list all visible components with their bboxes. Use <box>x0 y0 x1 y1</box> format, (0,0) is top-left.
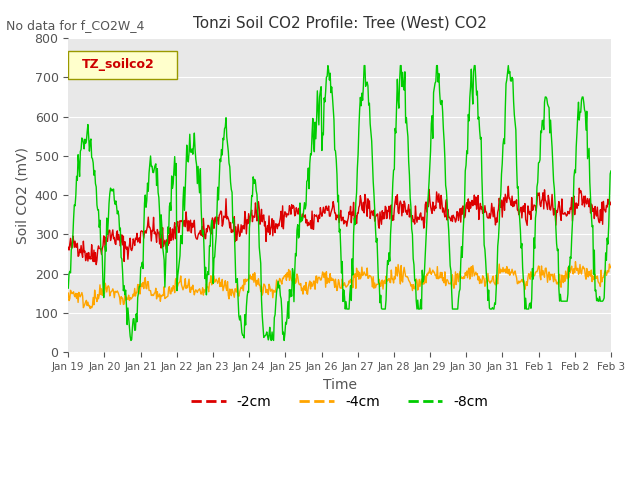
-8cm <box>607 168 615 174</box>
-4cm <box>65 290 72 296</box>
-4cm <box>74 300 82 305</box>
Legend: -2cm, -4cm, -8cm: -2cm, -4cm, -8cm <box>186 389 494 414</box>
-8cm <box>131 327 138 333</box>
-4cm <box>572 259 579 264</box>
Line: -8cm: -8cm <box>68 66 611 340</box>
-4cm <box>131 286 138 291</box>
-8cm <box>65 285 72 291</box>
-2cm <box>214 221 222 227</box>
-2cm <box>406 206 414 212</box>
-8cm <box>360 63 368 69</box>
Title: Tonzi Soil CO2 Profile: Tree (West) CO2: Tonzi Soil CO2 Profile: Tree (West) CO2 <box>193 15 486 30</box>
-8cm <box>214 197 222 203</box>
X-axis label: Time: Time <box>323 377 356 392</box>
-4cm <box>86 306 94 312</box>
-8cm <box>186 132 194 137</box>
Text: TZ_soilco2: TZ_soilco2 <box>82 58 155 72</box>
-2cm <box>186 218 194 224</box>
-4cm <box>607 264 615 269</box>
-4cm <box>422 280 430 286</box>
Line: -2cm: -2cm <box>68 186 611 264</box>
Line: -4cm: -4cm <box>68 262 611 309</box>
-2cm <box>607 199 615 205</box>
-2cm <box>131 242 138 248</box>
-4cm <box>214 278 222 284</box>
FancyBboxPatch shape <box>68 51 177 79</box>
-4cm <box>186 289 194 295</box>
Y-axis label: Soil CO2 (mV): Soil CO2 (mV) <box>15 147 29 244</box>
-8cm <box>127 337 135 343</box>
-2cm <box>504 183 512 189</box>
-4cm <box>406 280 414 286</box>
-2cm <box>74 253 82 259</box>
-2cm <box>65 244 72 250</box>
-2cm <box>92 262 100 267</box>
Text: No data for f_CO2W_4: No data for f_CO2W_4 <box>6 19 145 32</box>
-8cm <box>423 218 431 224</box>
-8cm <box>74 152 82 157</box>
-8cm <box>407 204 415 210</box>
-2cm <box>422 199 430 205</box>
